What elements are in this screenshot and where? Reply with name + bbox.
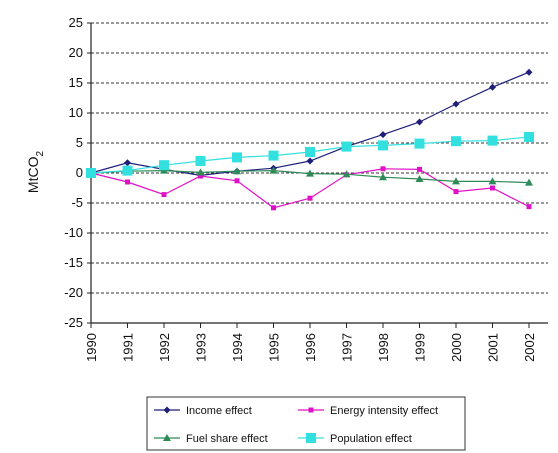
- y-tick-label: 15: [69, 75, 83, 90]
- x-tick-label: 1998: [376, 333, 391, 362]
- data-point: [234, 178, 240, 184]
- y-tick-labels: 25 20 15 10 5 0 -5 -10 -15 -20 -25: [64, 15, 83, 330]
- data-point: [415, 175, 424, 182]
- x-tick-label: 1997: [340, 333, 355, 362]
- legend-label: Energy intensity effect: [330, 405, 438, 417]
- x-tick-label: 1992: [157, 333, 172, 362]
- grid-lines: [91, 22, 548, 294]
- y-axis-label-main: MtCO: [25, 156, 41, 193]
- data-point: [526, 204, 532, 210]
- data-point: [306, 169, 314, 177]
- y-tick-label: 5: [76, 135, 83, 150]
- data-point: [125, 179, 130, 185]
- x-tick-label: 2000: [449, 333, 464, 362]
- data-point: [307, 195, 313, 201]
- legend-label: Fuel share effect: [186, 433, 268, 445]
- data-point: [379, 173, 387, 181]
- y-tick-label: -20: [64, 285, 83, 300]
- x-tick-label: 1991: [121, 333, 136, 362]
- data-point: [163, 434, 171, 441]
- data-point: [233, 167, 241, 175]
- legend-label: Population effect: [330, 433, 412, 445]
- data-point: [524, 132, 534, 142]
- y-tick-label: 25: [69, 15, 83, 30]
- data-point: [124, 159, 131, 167]
- data-point: [195, 156, 206, 166]
- series-population-effect: [86, 132, 534, 178]
- legend-item: Income effect: [154, 405, 252, 417]
- y-axis-label-subscript: 2: [35, 151, 46, 157]
- data-point: [305, 147, 315, 157]
- series-fuel-share-effect: [87, 166, 533, 186]
- legend: Income effect Energy intensity effect Fuel…: [146, 396, 466, 451]
- data-point: [271, 205, 276, 211]
- y-tick-label: -5: [71, 195, 83, 210]
- data-point: [122, 165, 133, 176]
- data-point: [488, 177, 497, 185]
- data-point: [487, 135, 498, 146]
- legend-item: Fuel share effect: [154, 433, 268, 445]
- y-tick-label: 10: [69, 105, 83, 120]
- x-tick-label: 1999: [413, 333, 428, 362]
- data-point: [163, 406, 171, 414]
- data-point: [525, 178, 533, 186]
- y-tick-label: -10: [64, 225, 83, 240]
- x-tick-labels: 1990 1991 1992 1993 1994 1995 1996 1997 1998 1999…: [84, 333, 537, 362]
- data-point: [306, 157, 314, 165]
- data-point: [196, 168, 205, 176]
- data-point: [490, 185, 495, 191]
- legend-item: Population effect: [298, 433, 412, 445]
- data-point: [86, 168, 96, 178]
- data-point: [378, 140, 388, 151]
- data-point: [268, 150, 279, 161]
- axes: [87, 22, 548, 328]
- x-tick-label: 1994: [230, 333, 245, 362]
- data-point: [161, 192, 167, 198]
- data-point: [306, 433, 316, 443]
- data-point: [159, 160, 169, 171]
- y-tick-label: 20: [69, 45, 83, 60]
- y-tick-label: -15: [64, 255, 83, 270]
- series-group: [86, 68, 534, 211]
- data-point: [269, 166, 278, 174]
- data-point: [416, 118, 423, 126]
- data-point: [198, 173, 203, 179]
- y-axis-label: MtCO2: [25, 151, 46, 194]
- data-point: [489, 83, 496, 91]
- x-tick-label: 2002: [522, 333, 537, 362]
- data-point: [451, 136, 461, 147]
- x-tick-label: 1990: [84, 333, 99, 362]
- data-point: [341, 141, 352, 152]
- data-point: [308, 407, 314, 413]
- y-tick-label: 0: [76, 165, 83, 180]
- data-point: [414, 138, 425, 149]
- legend-label: Income effect: [186, 405, 252, 417]
- x-tick-label: 1995: [267, 333, 282, 362]
- data-point: [453, 189, 459, 195]
- data-point: [525, 68, 533, 76]
- x-tick-label: 1996: [303, 333, 318, 362]
- x-tick-label: 2001: [486, 333, 501, 362]
- data-point: [342, 170, 351, 178]
- data-point: [452, 100, 460, 108]
- data-point: [417, 166, 422, 172]
- data-point: [232, 152, 242, 163]
- y-tick-label: -25: [64, 315, 83, 330]
- data-point: [452, 177, 460, 185]
- series-income-effect: [87, 68, 533, 179]
- data-point: [379, 131, 387, 139]
- legend-item: Energy intensity effect: [298, 405, 438, 417]
- data-point: [380, 166, 386, 172]
- x-tick-label: 1993: [194, 333, 209, 362]
